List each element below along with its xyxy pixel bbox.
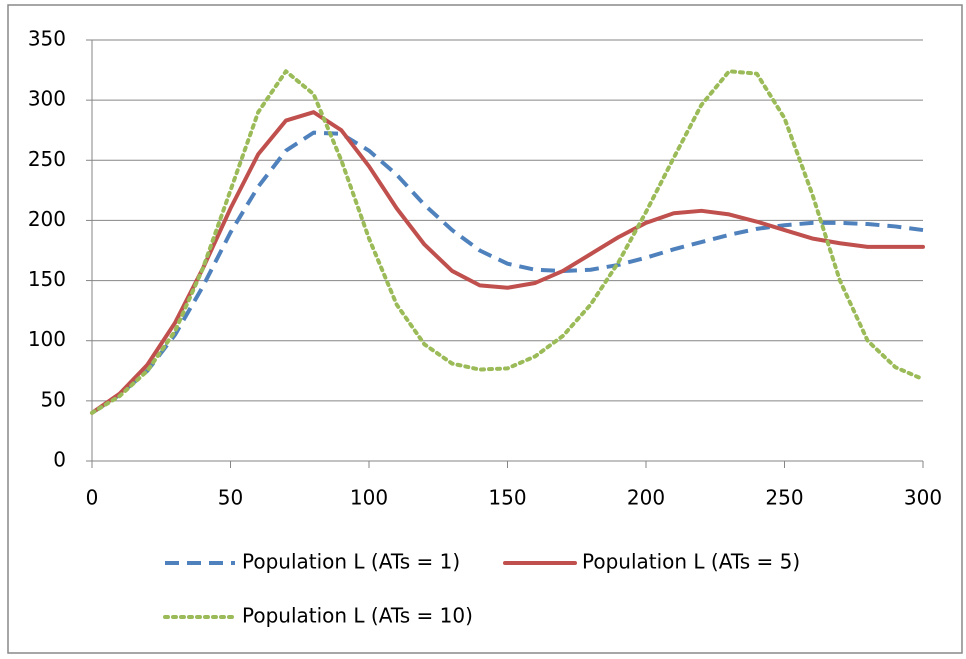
x-tick-label: 250 <box>765 486 803 510</box>
series-line <box>90 130 924 415</box>
series-line <box>90 69 925 415</box>
y-tick-label: 0 <box>53 448 66 472</box>
y-tick-label: 300 <box>28 87 66 111</box>
legend-label: Population L (ATs = 10) <box>242 604 473 628</box>
y-tick-label: 350 <box>28 27 66 51</box>
x-tick-label: 200 <box>627 486 665 510</box>
y-tick-label: 150 <box>28 267 66 291</box>
x-tick-label: 300 <box>904 486 942 510</box>
legend-label: Population L (ATs = 5) <box>582 550 800 574</box>
x-tick-label: 50 <box>218 486 243 510</box>
x-tick-label: 150 <box>488 486 526 510</box>
y-tick-label: 250 <box>28 147 66 171</box>
y-tick-label: 50 <box>41 387 66 411</box>
x-tick-label: 100 <box>350 486 388 510</box>
series-line <box>90 110 925 415</box>
legend-label: Population L (ATs = 1) <box>242 550 460 574</box>
y-tick-label: 100 <box>28 327 66 351</box>
y-tick-label: 200 <box>28 207 66 231</box>
chart-frame <box>7 4 963 654</box>
x-tick-label: 0 <box>86 486 99 510</box>
